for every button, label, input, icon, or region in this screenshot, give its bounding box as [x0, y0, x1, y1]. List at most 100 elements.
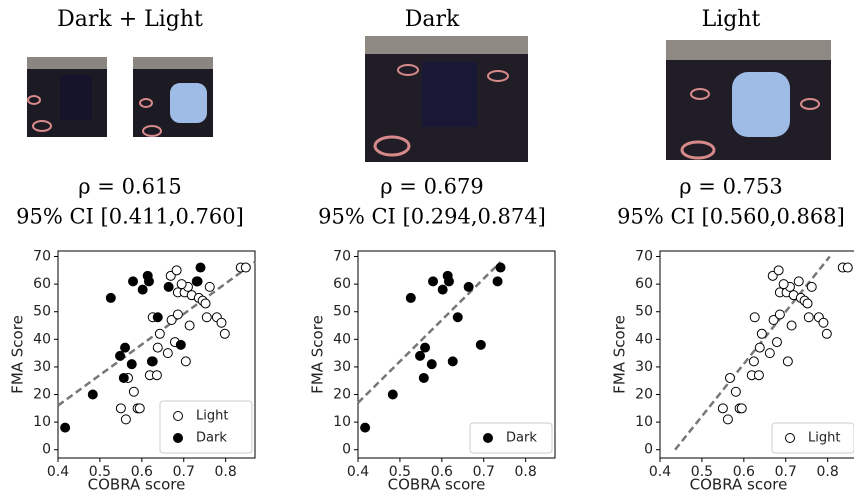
- point: [843, 263, 852, 272]
- photo: [365, 36, 528, 162]
- point: [774, 266, 783, 275]
- point: [164, 282, 173, 291]
- point: [148, 357, 157, 366]
- point: [496, 263, 505, 272]
- x-tick-label: 0.4: [347, 464, 369, 480]
- point: [725, 373, 734, 382]
- point: [737, 404, 746, 413]
- point: [803, 299, 812, 308]
- point: [177, 280, 186, 289]
- point: [754, 371, 763, 380]
- photo: [27, 57, 107, 137]
- y-tick-label: 50: [33, 304, 51, 320]
- point: [181, 357, 190, 366]
- point: [176, 340, 185, 349]
- annotation: 95% CI [0.560,0.868]: [617, 205, 845, 229]
- point: [794, 277, 803, 286]
- point: [388, 390, 397, 399]
- point: [775, 310, 784, 319]
- point: [819, 318, 828, 327]
- y-tick-label: 10: [33, 414, 51, 430]
- point: [406, 293, 415, 302]
- annotation: 95% CI [0.294,0.874]: [318, 205, 546, 229]
- point: [193, 277, 202, 286]
- y-tick-label: 60: [635, 276, 653, 292]
- legend-label: Light: [196, 409, 228, 424]
- point: [718, 404, 727, 413]
- y-tick-label: 70: [33, 249, 51, 265]
- point: [804, 313, 813, 322]
- photo: [666, 40, 831, 160]
- point: [464, 282, 473, 291]
- y-tick-label: 60: [33, 276, 51, 292]
- point: [448, 357, 457, 366]
- legend-label: Dark: [506, 431, 537, 446]
- legend-marker: [174, 412, 183, 421]
- point: [116, 351, 125, 360]
- x-axis-label: COBRA score: [690, 476, 788, 493]
- point: [121, 343, 130, 352]
- point: [822, 329, 831, 338]
- point: [421, 343, 430, 352]
- point: [750, 313, 759, 322]
- y-tick-label: 30: [333, 359, 351, 375]
- y-tick-label: 20: [333, 387, 351, 403]
- point: [153, 343, 162, 352]
- point: [731, 387, 740, 396]
- point: [217, 318, 226, 327]
- figure: Dark + Lightρ = 0.61595% CI [0.411,0.760…: [0, 0, 854, 493]
- point: [755, 343, 764, 352]
- y-tick-label: 40: [635, 331, 653, 347]
- point: [88, 390, 97, 399]
- point: [749, 357, 758, 366]
- legend-marker: [174, 434, 183, 443]
- point: [127, 360, 136, 369]
- annotation: ρ = 0.679: [380, 175, 483, 199]
- y-tick-label: 40: [333, 331, 351, 347]
- point: [155, 329, 164, 338]
- y-tick-label: 10: [333, 414, 351, 430]
- x-tick-label: 0.8: [515, 464, 537, 480]
- point: [772, 338, 781, 347]
- photo: [133, 57, 213, 137]
- point: [201, 299, 210, 308]
- annotation: ρ = 0.615: [78, 175, 181, 199]
- point: [138, 285, 147, 294]
- x-tick-label: 0.4: [47, 464, 69, 480]
- point: [757, 329, 766, 338]
- point: [220, 329, 229, 338]
- point: [427, 360, 436, 369]
- point: [361, 423, 370, 432]
- y-tick-label: 70: [635, 249, 653, 265]
- point: [106, 293, 115, 302]
- point: [438, 285, 447, 294]
- y-tick-label: 40: [33, 331, 51, 347]
- y-tick-label: 0: [342, 442, 351, 458]
- x-axis-label: COBRA score: [388, 476, 486, 493]
- point: [196, 263, 205, 272]
- x-axis-label: COBRA score: [88, 476, 186, 493]
- point: [121, 415, 130, 424]
- legend-label: Dark: [196, 431, 227, 446]
- legend-label: Light: [808, 431, 840, 446]
- point: [205, 282, 214, 291]
- point: [453, 313, 462, 322]
- point: [807, 282, 816, 291]
- panel-title: Light: [702, 7, 761, 32]
- point: [61, 423, 70, 432]
- annotation: 95% CI [0.411,0.760]: [16, 205, 244, 229]
- page: {"chart_data": [ {"type": "scatter", "ti…: [0, 0, 854, 493]
- point: [419, 373, 428, 382]
- legend-marker: [484, 434, 493, 443]
- point: [129, 277, 138, 286]
- point: [173, 310, 182, 319]
- point: [144, 277, 153, 286]
- point: [783, 357, 792, 366]
- point: [129, 387, 138, 396]
- point: [723, 415, 732, 424]
- x-tick-label: 0.4: [649, 464, 671, 480]
- y-tick-label: 0: [644, 442, 653, 458]
- point: [202, 313, 211, 322]
- y-tick-label: 30: [635, 359, 653, 375]
- point: [765, 349, 774, 358]
